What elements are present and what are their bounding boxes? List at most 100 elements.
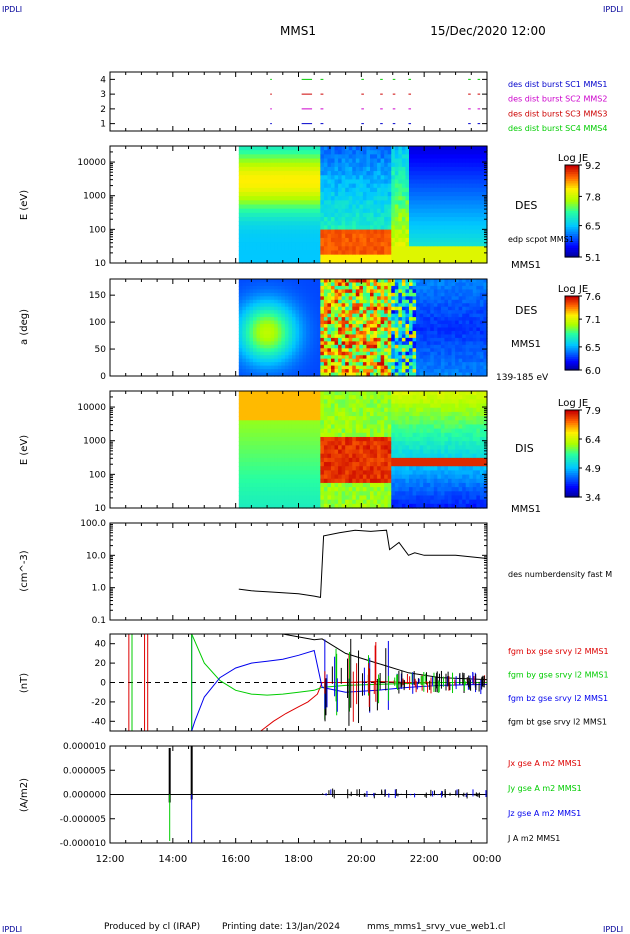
dis-energy-cell bbox=[249, 449, 254, 455]
dis-energy-cell bbox=[352, 428, 357, 434]
des-pitch-cell bbox=[323, 285, 329, 290]
des-energy-cell bbox=[338, 254, 343, 260]
dis-energy-cell bbox=[277, 411, 282, 417]
des-pitch-cell bbox=[306, 337, 311, 342]
des-energy-cell bbox=[462, 204, 467, 210]
des-pitch-cell bbox=[260, 303, 265, 308]
dis-energy-cell bbox=[341, 420, 346, 426]
des-energy-cell bbox=[295, 179, 300, 185]
des-pitch-cell bbox=[412, 289, 417, 294]
des-pitch-cell bbox=[316, 282, 321, 287]
des-pitch-cell bbox=[416, 306, 421, 311]
des-energy-cell bbox=[323, 258, 329, 264]
dis-energy-cell bbox=[267, 445, 272, 451]
des-energy-cell bbox=[313, 237, 318, 243]
des-energy-cell bbox=[444, 208, 449, 214]
des-pitch-cell bbox=[320, 348, 325, 353]
des-pitch-cell bbox=[270, 365, 275, 370]
des-energy-cell bbox=[469, 250, 474, 256]
des-pitch-cell bbox=[260, 369, 265, 374]
des-pitch-cell bbox=[419, 341, 424, 346]
des-energy-cell bbox=[309, 191, 314, 197]
des-pitch-cell bbox=[274, 334, 279, 339]
dis-energy-cell bbox=[320, 420, 325, 426]
des-pitch-cell bbox=[362, 292, 368, 297]
des-energy-cell bbox=[398, 146, 403, 151]
des-pitch-cell bbox=[401, 365, 407, 370]
dis-energy-cell bbox=[309, 482, 314, 488]
des-pitch-cell bbox=[369, 365, 375, 370]
des-pitch-cell bbox=[483, 355, 488, 360]
des-energy-cell bbox=[302, 187, 307, 193]
des-energy-cell bbox=[274, 154, 279, 160]
des-energy-cell bbox=[355, 225, 360, 231]
des-energy-cell bbox=[320, 158, 325, 164]
des-pitch-cell bbox=[291, 344, 297, 349]
dis-energy-cell bbox=[256, 428, 261, 434]
des-energy-cell bbox=[284, 204, 290, 210]
des-energy-cell bbox=[330, 154, 336, 160]
des-energy-cell bbox=[394, 146, 399, 151]
dis-energy-cell bbox=[348, 420, 353, 426]
dis-energy-cell bbox=[299, 462, 304, 467]
des_energy-colorbar-cell bbox=[565, 171, 579, 175]
des-pitch-cell bbox=[267, 320, 272, 325]
des-pitch-cell bbox=[313, 324, 318, 329]
des_pitch-colorbar-cell bbox=[565, 296, 579, 299]
dis-energy-cell bbox=[291, 478, 297, 484]
des-energy-cell bbox=[433, 200, 438, 206]
des-pitch-cell bbox=[369, 320, 375, 325]
dis-energy-cell bbox=[302, 462, 307, 467]
des-pitch-cell bbox=[362, 358, 368, 363]
des-energy-cell bbox=[313, 158, 318, 164]
des-energy-cell bbox=[252, 171, 258, 176]
des-energy-cell bbox=[313, 175, 318, 181]
des-energy-cell bbox=[245, 154, 251, 160]
des-energy-cell bbox=[469, 171, 474, 176]
des-pitch-cell bbox=[384, 289, 389, 294]
des-pitch-cell bbox=[263, 355, 268, 360]
des-energy-cell bbox=[352, 162, 357, 168]
des-pitch-cell bbox=[430, 372, 435, 377]
des-pitch-cell bbox=[284, 292, 290, 297]
des-energy-cell bbox=[444, 254, 449, 260]
des-energy-cell bbox=[355, 171, 360, 176]
des-energy-cell bbox=[455, 246, 460, 252]
des-pitch-cell bbox=[316, 324, 321, 329]
des-pitch-cell bbox=[416, 313, 421, 318]
dis-energy-cell bbox=[256, 453, 261, 459]
burst-legend-1: des dist burst SC1 MMS1 bbox=[508, 80, 607, 89]
des-pitch-cell bbox=[277, 303, 282, 308]
dis-energy-cell bbox=[260, 503, 265, 509]
des-pitch-cell bbox=[366, 282, 371, 287]
des-energy-cell bbox=[306, 258, 311, 264]
des-pitch-cell bbox=[330, 279, 336, 284]
dis-energy-cell bbox=[341, 391, 346, 396]
des-energy-cell bbox=[398, 212, 403, 218]
des-pitch-cell bbox=[345, 320, 350, 325]
des-energy-cell bbox=[345, 212, 350, 218]
des-pitch-cell bbox=[267, 337, 272, 342]
dis-energy-cell bbox=[281, 399, 286, 405]
des-pitch-cell bbox=[302, 282, 307, 287]
dis-energy-cell bbox=[238, 487, 243, 492]
des-pitch-cell bbox=[405, 362, 410, 367]
des-energy-cell bbox=[391, 212, 396, 218]
des-pitch-cell bbox=[387, 296, 392, 301]
des-energy-cell bbox=[256, 242, 261, 247]
des-pitch-cell bbox=[309, 358, 314, 363]
des-pitch-cell bbox=[423, 317, 428, 322]
des-energy-cell bbox=[267, 254, 272, 260]
dis-energy-cell bbox=[320, 391, 325, 396]
des-pitch-cell bbox=[426, 327, 431, 332]
des-pitch-cell bbox=[451, 341, 456, 346]
des_energy-colorbar-cell bbox=[565, 227, 579, 230]
dis-energy-cell bbox=[338, 453, 343, 459]
des-energy-cell bbox=[288, 233, 293, 239]
dis-energy-cell bbox=[295, 407, 300, 413]
des-pitch-cell bbox=[242, 310, 247, 315]
des-energy-cell bbox=[384, 258, 389, 264]
mission-title: MMS1 bbox=[280, 24, 316, 38]
des-energy-cell bbox=[394, 225, 399, 231]
des-pitch-cell bbox=[309, 303, 314, 308]
